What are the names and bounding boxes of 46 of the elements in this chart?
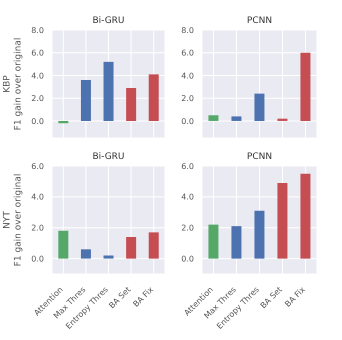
y-tick-label: 8.0: [181, 26, 194, 35]
bar: [300, 52, 310, 121]
bar: [80, 80, 91, 121]
y-tick-label: 2.0: [181, 94, 194, 104]
bar: [231, 116, 242, 121]
x-tick-label: BA Fix: [283, 284, 308, 309]
bar: [126, 88, 136, 121]
bar: [148, 74, 159, 121]
y-tick-label: 2.0: [31, 224, 44, 233]
bar: [208, 224, 218, 259]
y-tick-label: 0.0: [181, 116, 194, 126]
bar: [231, 226, 242, 259]
bar: [277, 182, 288, 259]
y-tick-label: 8.0: [31, 26, 44, 35]
chart-title: Bi-GRU: [91, 152, 126, 162]
bar: [58, 230, 68, 259]
bar: [126, 236, 136, 259]
y-tick-label: 4.0: [31, 71, 44, 80]
y-tick-label: 2.0: [31, 94, 44, 104]
bar: [80, 249, 91, 259]
y-tick-label: 6.0: [181, 162, 194, 171]
chart-title: PCNN: [246, 16, 274, 26]
y-tick-label: 4.0: [31, 192, 44, 202]
bar: [254, 94, 264, 121]
y-axis-title: NYT F1 gain over original: [2, 174, 24, 266]
y-tick-label: 0.0: [31, 254, 44, 264]
y-axis-title: KBP F1 gain over original: [2, 38, 24, 130]
bar: [148, 232, 159, 259]
x-tick-label: BA Set: [107, 285, 133, 310]
x-tick-label: BA Set: [258, 285, 284, 310]
y-tick-label: 2.0: [181, 224, 194, 233]
bar: [254, 210, 264, 259]
bar: [300, 174, 310, 259]
y-tick-label: 4.0: [181, 71, 194, 80]
y-tick-label: 4.0: [181, 192, 194, 202]
bar: [104, 62, 114, 121]
y-tick-label: 6.0: [181, 48, 194, 58]
y-tick-label: 6.0: [31, 162, 44, 171]
chart-title: Bi-GRU: [91, 16, 126, 26]
y-tick-label: 6.0: [31, 48, 44, 58]
y-tick-label: 0.0: [31, 116, 44, 126]
y-tick-label: 0.0: [181, 254, 194, 264]
bar: [104, 255, 114, 259]
x-tick-label: BA Fix: [131, 284, 156, 309]
chart-title: PCNN: [246, 152, 274, 162]
bar: [208, 115, 218, 121]
